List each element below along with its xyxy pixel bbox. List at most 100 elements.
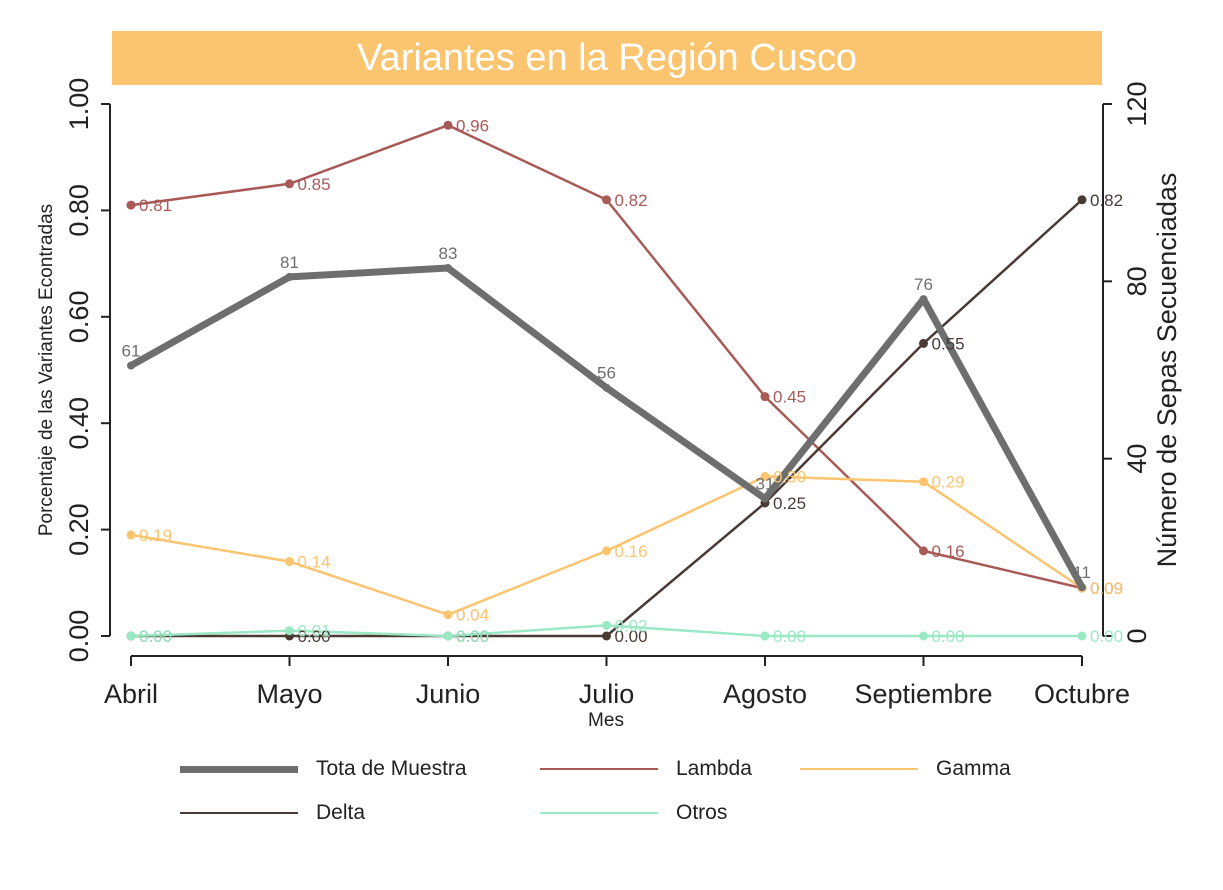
data-point [760, 471, 770, 481]
data-label: 0.04 [456, 606, 489, 625]
y-tick-label-right: 80 [1122, 266, 1152, 296]
legend-item: Gamma [800, 757, 1011, 781]
y-tick-label-left: 0.60 [64, 291, 94, 344]
y-axis-label-right: Número de Sepas Secuenciadas [1152, 173, 1182, 568]
series-line [129, 198, 1084, 638]
data-label: 0.45 [773, 388, 806, 407]
data-label: 0.14 [298, 553, 331, 572]
y-axis-label-left: Porcentaje de las Variantes Econtradas [36, 204, 57, 536]
data-label: 61 [122, 342, 141, 361]
legend-item: Delta [180, 801, 365, 825]
data-label: 0.00 [456, 627, 489, 646]
data-point [602, 195, 611, 205]
x-tick-label: Abril [104, 679, 158, 709]
data-point [761, 494, 769, 503]
data-label: 0.82 [1090, 191, 1123, 210]
x-tick-label: Julio [579, 679, 635, 709]
legend-label: Otros [676, 801, 728, 824]
data-point [443, 120, 453, 130]
legend-label: Tota de Muestra [316, 757, 467, 780]
y-tick-label-right: 40 [1122, 444, 1152, 474]
data-label: 0.09 [1090, 579, 1123, 598]
data-label: 0.96 [456, 116, 489, 135]
legend-item: Otros [540, 801, 727, 825]
y-tick-label-right: 0 [1122, 628, 1152, 643]
data-label: 83 [439, 244, 458, 263]
y-tick-label-left: 1.00 [64, 78, 94, 131]
data-point [760, 392, 770, 402]
axes: 0.00 0.20 0.40 0.60 0.80 1.00 0 40 80 120 Abril May… [64, 78, 1152, 709]
data-point [443, 610, 453, 620]
data-point [126, 631, 136, 641]
data-point [919, 295, 928, 304]
data-point [1077, 631, 1087, 641]
x-tick-label: Septiembre [854, 679, 992, 709]
legend-item: Tota de Muestra [180, 757, 467, 781]
data-label: 56 [597, 364, 616, 383]
legend-item: Lambda [540, 757, 752, 781]
data-point [602, 383, 611, 392]
data-label: 0.16 [615, 542, 648, 561]
data-label: 0.00 [932, 627, 965, 646]
legend-label: Gamma [936, 757, 1011, 780]
data-point [919, 631, 928, 641]
x-tick-label: Agosto [723, 679, 807, 709]
data-point [285, 626, 294, 636]
data-label: 0.85 [298, 175, 331, 194]
data-label: 0.29 [932, 473, 965, 492]
x-tick-label: Octubre [1034, 679, 1130, 709]
data-point [602, 620, 611, 630]
legend-swatch [180, 811, 298, 815]
point-labels: 0.81 0.85 0.96 0.82 0.45 0.16 0.09 0.19 0.14 0.04… [122, 116, 1124, 646]
data-point [285, 272, 294, 281]
data-point [919, 477, 928, 487]
data-label: 0.30 [773, 467, 806, 486]
x-tick-label: Junio [416, 679, 481, 709]
data-label: 0.55 [932, 334, 965, 353]
data-label: 76 [914, 275, 933, 294]
data-point [1078, 583, 1086, 592]
data-label: 0.00 [1090, 627, 1123, 646]
data-point [285, 179, 294, 189]
data-label: 0.00 [139, 627, 172, 646]
legend-label: Lambda [676, 757, 752, 780]
data-point [285, 557, 294, 567]
data-point [443, 631, 453, 641]
y-tick-label-left: 0.80 [64, 184, 94, 237]
legend-swatch [540, 811, 658, 815]
y-tick-label-left: 0.20 [64, 503, 94, 556]
x-tick-label: Mayo [256, 679, 322, 709]
data-label: 0.00 [298, 627, 331, 646]
legend-label: Delta [316, 801, 366, 824]
data-point [444, 264, 452, 273]
data-label: 81 [280, 253, 299, 272]
data-point [126, 200, 136, 210]
series-lines [126, 120, 1087, 641]
data-point [919, 338, 928, 348]
data-point [602, 631, 611, 641]
data-label: 0.16 [932, 542, 965, 561]
data-label: 0.82 [615, 191, 648, 210]
data-label: 0.19 [139, 526, 172, 545]
data-point [1077, 195, 1087, 205]
data-label: 0.00 [615, 627, 648, 646]
data-label: 0.09 [1090, 579, 1123, 598]
data-label: 31 [756, 475, 775, 494]
data-point [919, 546, 928, 556]
data-point [602, 546, 611, 556]
data-point [126, 530, 136, 540]
data-label: 11 [1073, 563, 1091, 582]
series-line [129, 124, 1084, 590]
data-label: 0.00 [773, 627, 806, 646]
x-axis-label: Mes [588, 710, 624, 731]
data-label: 0.25 [773, 494, 806, 513]
data-label: 0.00 [139, 627, 172, 646]
y-tick-label-left: 0.00 [64, 610, 94, 663]
data-point [760, 631, 770, 641]
series-line [127, 264, 1086, 591]
data-label: 0.81 [139, 196, 172, 215]
data-label: 0.01 [298, 622, 331, 641]
legend-swatch [800, 767, 918, 771]
data-label: 0.00 [456, 627, 489, 646]
